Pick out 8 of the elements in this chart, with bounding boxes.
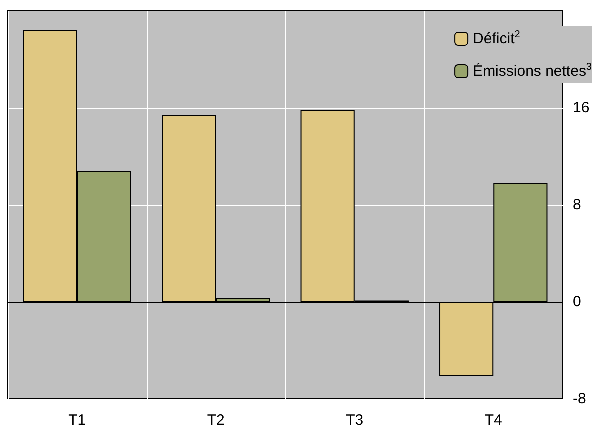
y-tick-label: 16 [573, 100, 590, 116]
y-tick-label: 0 [573, 294, 582, 310]
x-tick-label: T2 [207, 412, 225, 429]
x-tick-label: T3 [346, 412, 364, 429]
y-tick-label: 8 [573, 196, 582, 214]
x-tick-label: T1 [68, 412, 86, 429]
x-tick-label: T4 [484, 412, 502, 429]
y-tick-label: -8 [573, 390, 586, 408]
